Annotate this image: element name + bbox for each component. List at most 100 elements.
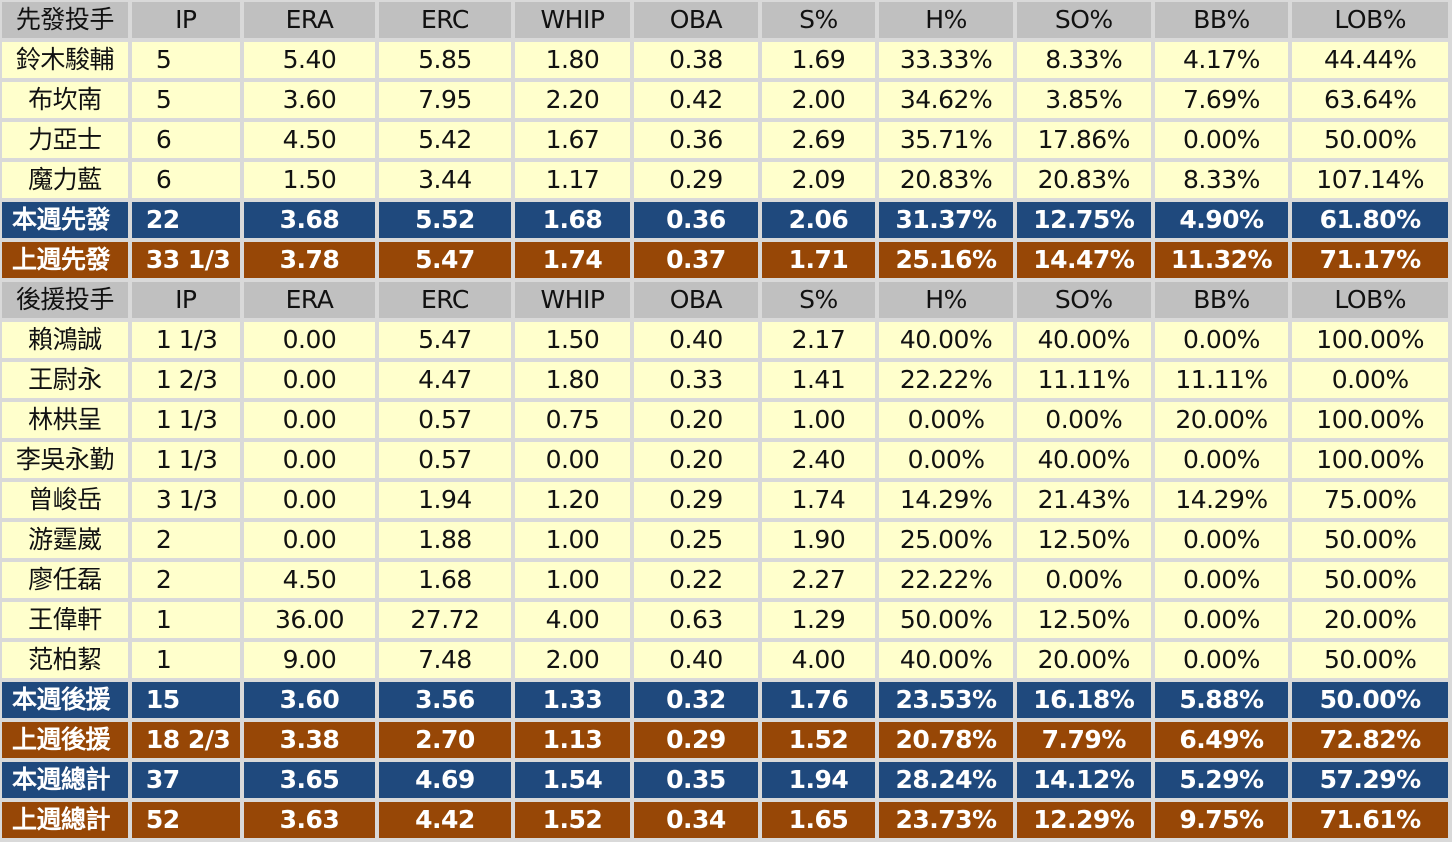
cell-oba: 0.20 [634,402,758,438]
cell-whip: 2.00 [514,642,631,678]
cell-erc: 7.48 [379,642,511,678]
cell-oba: 0.36 [634,202,758,238]
cell-name: 賴鴻誠 [2,322,128,358]
cell-erc: 0.57 [379,442,511,478]
player-row: 王偉軒 1 36.00 27.72 4.00 0.63 1.29 50.00% 12.50% 0.… [2,602,1448,638]
cell-lob-pct: 100.00% [1292,442,1448,478]
cell-so-pct: 12.29% [1016,802,1151,838]
cell-erc: 5.47 [379,242,511,278]
player-row: 曾峻岳 3 1/3 0.00 1.94 1.20 0.29 1.74 14.29% 21.43%… [2,482,1448,518]
cell-name: 范柏絜 [2,642,128,678]
cell-name: 上週先發 [2,242,128,278]
cell-ip: 1 1/3 [131,402,240,438]
cell-name: 王偉軒 [2,602,128,638]
cell-whip: 1.13 [514,722,631,758]
cell-bb-pct: 4.17% [1154,42,1289,78]
cell-whip: 1.80 [514,362,631,398]
cell-era: 3.78 [243,242,376,278]
cell-so-pct: 17.86% [1016,122,1151,158]
cell-oba: 0.25 [634,522,758,558]
cell-whip: 1.17 [514,162,631,198]
cell-so-pct: 20.83% [1016,162,1151,198]
cell-lob-pct: 50.00% [1292,682,1448,718]
cell-lob-pct: 50.00% [1292,562,1448,598]
column-header-bb-pct: BB% [1154,2,1289,38]
cell-lob-pct: 20.00% [1292,602,1448,638]
cell-name: 曾峻岳 [2,482,128,518]
cell-lob-pct: 100.00% [1292,402,1448,438]
player-row: 賴鴻誠 1 1/3 0.00 5.47 1.50 0.40 2.17 40.00% 40.00%… [2,322,1448,358]
cell-h-pct: 23.53% [879,682,1013,718]
cell-erc: 1.68 [379,562,511,598]
cell-era: 3.38 [243,722,376,758]
cell-s-pct: 2.06 [761,202,876,238]
cell-erc: 1.94 [379,482,511,518]
player-row: 王尉永 1 2/3 0.00 4.47 1.80 0.33 1.41 22.22% 11.11%… [2,362,1448,398]
cell-whip: 0.00 [514,442,631,478]
cell-oba: 0.37 [634,242,758,278]
cell-s-pct: 2.27 [761,562,876,598]
cell-so-pct: 8.33% [1016,42,1151,78]
cell-bb-pct: 0.00% [1154,122,1289,158]
column-header-lob-pct: LOB% [1292,282,1448,318]
cell-oba: 0.22 [634,562,758,598]
cell-era: 0.00 [243,442,376,478]
cell-s-pct: 1.52 [761,722,876,758]
cell-oba: 0.40 [634,642,758,678]
cell-so-pct: 7.79% [1016,722,1151,758]
cell-erc: 5.47 [379,322,511,358]
column-header-oba: OBA [634,2,758,38]
section-header-row: 後援投手 IP ERA ERC WHIP OBA S% H% SO% BB% LOB% [2,282,1448,318]
cell-h-pct: 22.22% [879,562,1013,598]
cell-oba: 0.29 [634,482,758,518]
cell-name: 上週後援 [2,722,128,758]
cell-ip: 15 [131,682,240,718]
cell-so-pct: 12.75% [1016,202,1151,238]
cell-ip: 5 [131,82,240,118]
cell-ip: 2 [131,562,240,598]
cell-lob-pct: 50.00% [1292,642,1448,678]
cell-era: 3.63 [243,802,376,838]
cell-whip: 0.75 [514,402,631,438]
column-header-so-pct: SO% [1016,282,1151,318]
cell-whip: 1.52 [514,802,631,838]
cell-erc: 1.88 [379,522,511,558]
cell-whip: 1.20 [514,482,631,518]
cell-era: 0.00 [243,322,376,358]
cell-era: 9.00 [243,642,376,678]
last-week-total-row: 上週總計 52 3.63 4.42 1.52 0.34 1.65 23.73% 12.29% 9.… [2,802,1448,838]
cell-whip: 1.54 [514,762,631,798]
column-header-h-pct: H% [879,2,1013,38]
cell-ip: 33 1/3 [131,242,240,278]
column-header-ip: IP [131,282,240,318]
cell-erc: 3.44 [379,162,511,198]
cell-era: 3.60 [243,682,376,718]
cell-name: 王尉永 [2,362,128,398]
cell-so-pct: 40.00% [1016,442,1151,478]
cell-so-pct: 40.00% [1016,322,1151,358]
cell-h-pct: 35.71% [879,122,1013,158]
cell-lob-pct: 71.61% [1292,802,1448,838]
cell-so-pct: 12.50% [1016,602,1151,638]
cell-s-pct: 1.76 [761,682,876,718]
cell-oba: 0.32 [634,682,758,718]
cell-ip: 37 [131,762,240,798]
cell-s-pct: 2.40 [761,442,876,478]
column-header-bb-pct: BB% [1154,282,1289,318]
cell-lob-pct: 72.82% [1292,722,1448,758]
column-header-s-pct: S% [761,2,876,38]
cell-era: 4.50 [243,562,376,598]
cell-bb-pct: 6.49% [1154,722,1289,758]
cell-oba: 0.35 [634,762,758,798]
section-title: 先發投手 [2,2,128,38]
cell-h-pct: 25.00% [879,522,1013,558]
cell-so-pct: 3.85% [1016,82,1151,118]
cell-ip: 1 1/3 [131,322,240,358]
cell-bb-pct: 11.32% [1154,242,1289,278]
cell-s-pct: 1.94 [761,762,876,798]
cell-ip: 6 [131,122,240,158]
cell-era: 5.40 [243,42,376,78]
cell-ip: 3 1/3 [131,482,240,518]
this-week-total-row: 本週後援 15 3.60 3.56 1.33 0.32 1.76 23.53% 16.18% 5.… [2,682,1448,718]
cell-erc: 2.70 [379,722,511,758]
